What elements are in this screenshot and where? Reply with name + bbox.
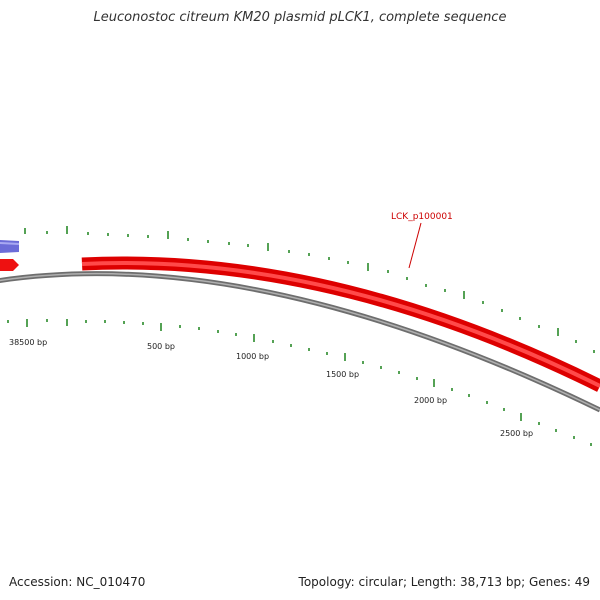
inner-tick-row — [7, 319, 592, 446]
gene-reverse-strand-highlight — [0, 242, 20, 245]
summary-label: Topology: circular; Length: 38,713 bp; G… — [298, 575, 590, 589]
ruler-label-1000: 1000 bp — [236, 352, 269, 361]
gene-lck-p100001[interactable] — [81, 256, 600, 392]
gene-label-leader — [408, 222, 422, 269]
map-title: Leuconostoc citreum KM20 plasmid pLCK1, … — [93, 10, 507, 25]
ruler-label-2500: 2500 bp — [500, 429, 533, 438]
ruler-label-500: 500 bp — [147, 342, 175, 351]
ruler-label-2000: 2000 bp — [414, 396, 447, 405]
ruler-label-38500: 38500 bp — [9, 338, 47, 347]
backbone-highlight — [0, 272, 600, 411]
outer-tick-row — [24, 226, 595, 353]
gene-arrow-forward[interactable] — [0, 259, 19, 271]
gene-lck-p100001-highlight — [81, 261, 600, 388]
gene-label: LCK_p100001 — [391, 212, 453, 222]
ruler-label-1500: 1500 bp — [326, 370, 359, 379]
accession-label: Accession: NC_010470 — [9, 575, 146, 589]
gene-reverse-strand[interactable] — [0, 240, 19, 253]
